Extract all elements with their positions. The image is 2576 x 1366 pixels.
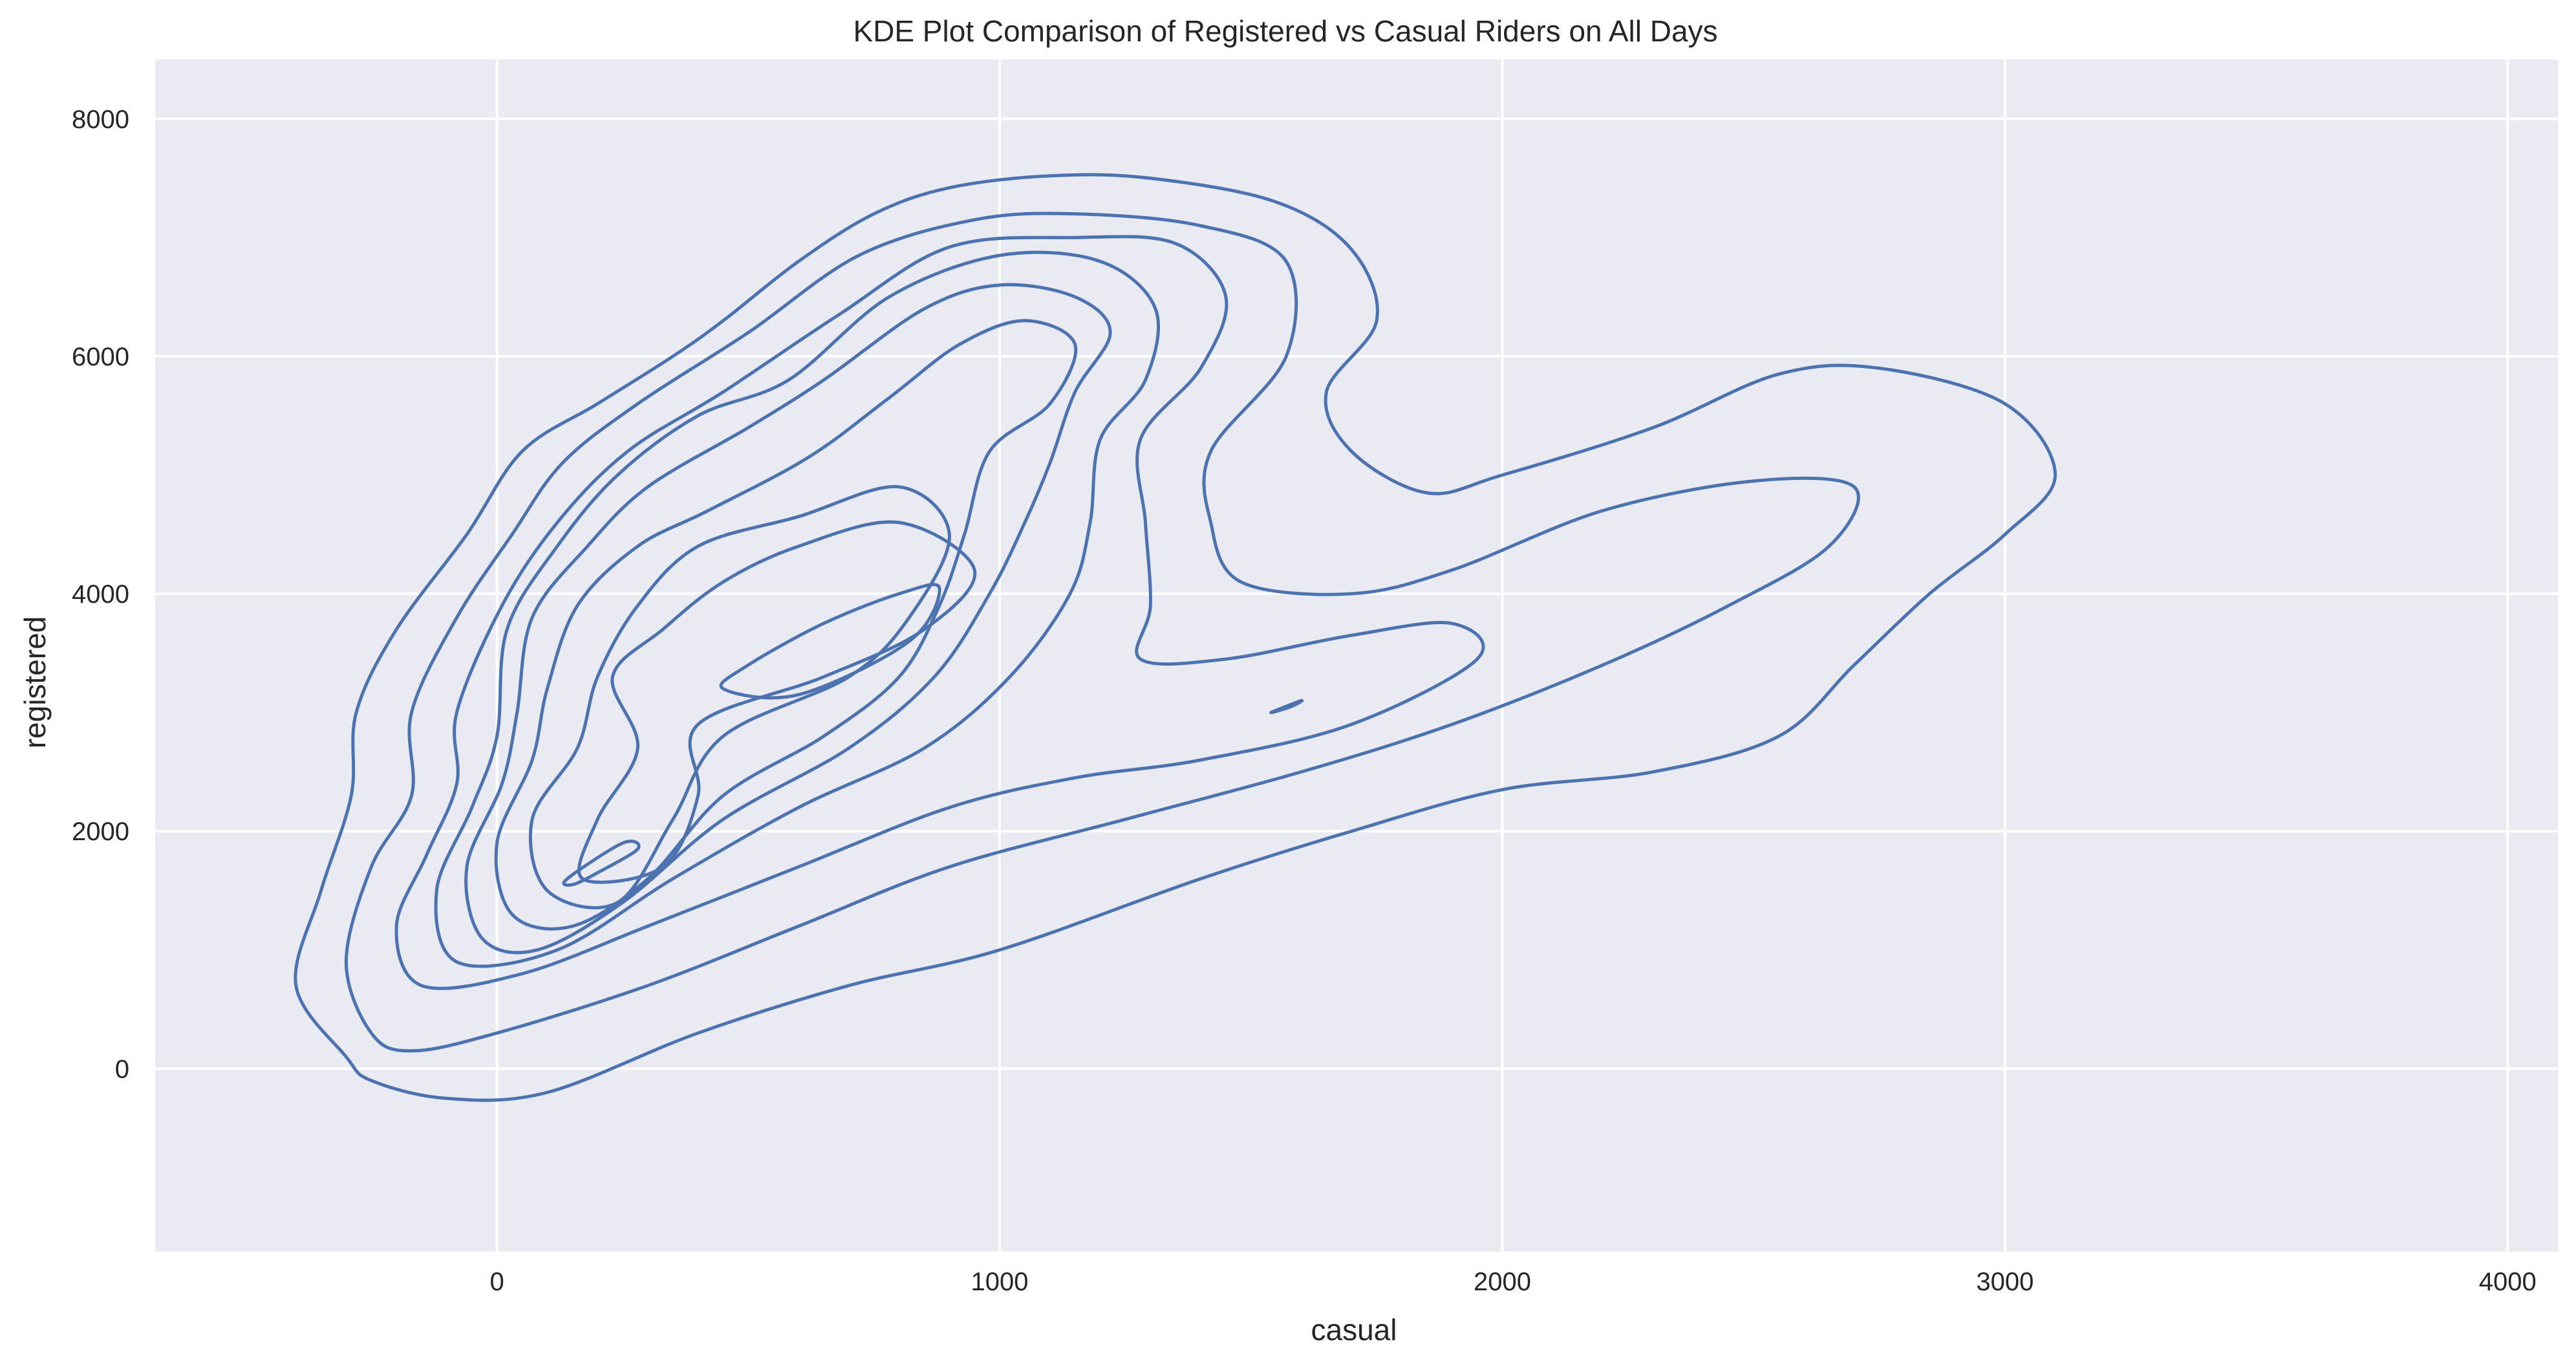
contour-line-level-4	[434, 250, 1161, 968]
contour-line-level-3	[394, 235, 1485, 990]
y-tick-label: 4000	[72, 580, 129, 609]
y-tick-label: 6000	[72, 343, 129, 371]
x-tick-label: 3000	[1976, 1268, 2034, 1296]
x-tick-label: 0	[490, 1268, 504, 1296]
x-tick-label: 2000	[1474, 1268, 1531, 1296]
y-tick-label: 8000	[72, 105, 129, 134]
y-tick-label: 2000	[72, 818, 129, 846]
contour-line-level-9	[719, 583, 941, 700]
contour-line-level-8	[577, 520, 977, 884]
y-axis: 0 2000 4000 6000 8000	[72, 105, 129, 1084]
chart-title: KDE Plot Comparison of Registered vs Cas…	[853, 14, 1717, 48]
contour-line-level-10	[562, 840, 641, 887]
x-axis: 0 1000 2000 3000 4000	[490, 1268, 2537, 1296]
contour-line-level-11	[1269, 699, 1304, 715]
contour-line-level-2	[344, 211, 1860, 1053]
contour-lines	[294, 173, 2057, 1102]
y-tick-label: 0	[115, 1055, 129, 1083]
contour-line-level-7	[528, 484, 951, 909]
contour-line-level-1	[294, 173, 2057, 1102]
x-axis-title: casual	[1311, 1313, 1397, 1347]
y-axis-title: registered	[18, 616, 52, 749]
contour-line-level-5	[464, 283, 1112, 955]
plot-background	[155, 60, 2558, 1252]
x-tick-label: 1000	[971, 1268, 1029, 1296]
x-tick-label: 4000	[2479, 1268, 2537, 1296]
contour-line-level-6	[494, 319, 1078, 931]
